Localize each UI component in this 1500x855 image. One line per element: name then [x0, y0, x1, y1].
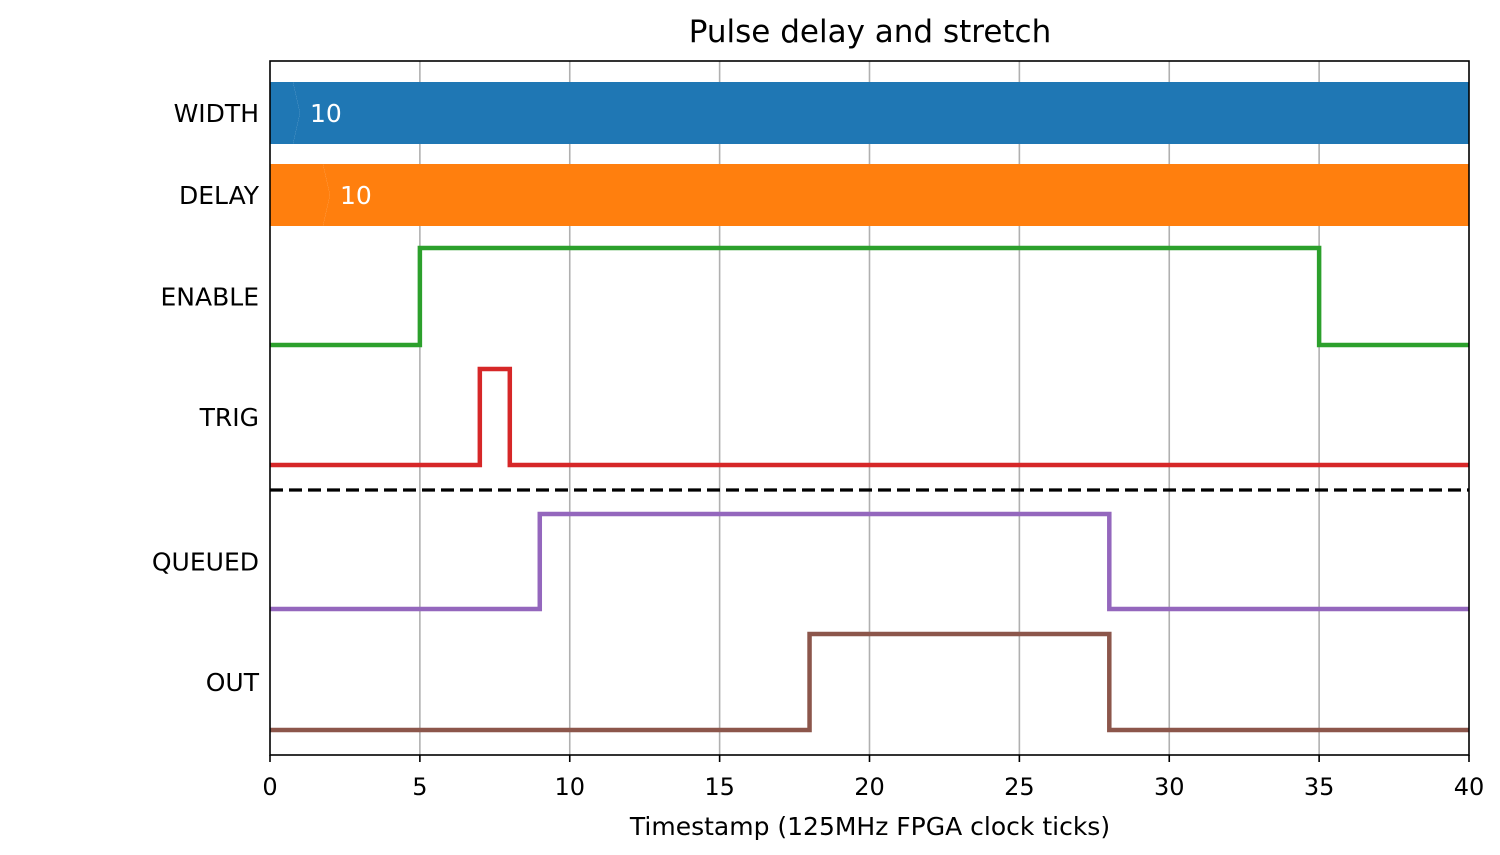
out-label: OUT [206, 668, 260, 697]
x-tick-label: 30 [1154, 773, 1185, 801]
width-bus-value: 10 [310, 99, 342, 128]
chart-title: Pulse delay and stretch [689, 14, 1052, 50]
x-tick-label: 5 [412, 773, 427, 801]
trig-label: TRIG [199, 403, 259, 432]
x-tick-label: 25 [1004, 773, 1035, 801]
x-axis: 0 5 10 15 20 25 30 35 40 [262, 755, 1484, 801]
x-tick-label: 20 [854, 773, 885, 801]
width-bus-segment [270, 82, 300, 144]
x-tick-label: 40 [1454, 773, 1485, 801]
delay-bus-segment [322, 164, 1470, 226]
enable-trace [270, 245, 1469, 348]
x-tick-label: 35 [1304, 773, 1335, 801]
x-axis-label: Timestamp (125MHz FPGA clock ticks) [629, 812, 1110, 841]
queued-trace [270, 511, 1469, 612]
out-trace [270, 631, 1469, 733]
signal-labels: WIDTH DELAY ENABLE TRIG QUEUED OUT [152, 99, 260, 697]
x-tick-label: 0 [262, 773, 277, 801]
signal-traces: 10 10 [270, 82, 1470, 733]
width-bus-segment [292, 82, 1470, 144]
enable-label: ENABLE [161, 283, 259, 312]
queued-label: QUEUED [152, 548, 259, 577]
width-label: WIDTH [174, 99, 259, 128]
x-tick-label: 15 [704, 773, 735, 801]
trig-trace [270, 366, 1469, 468]
delay-bus-segment [270, 164, 330, 226]
x-tick-label: 10 [554, 773, 585, 801]
delay-label: DELAY [179, 181, 260, 210]
delay-bus-value: 10 [340, 181, 372, 210]
